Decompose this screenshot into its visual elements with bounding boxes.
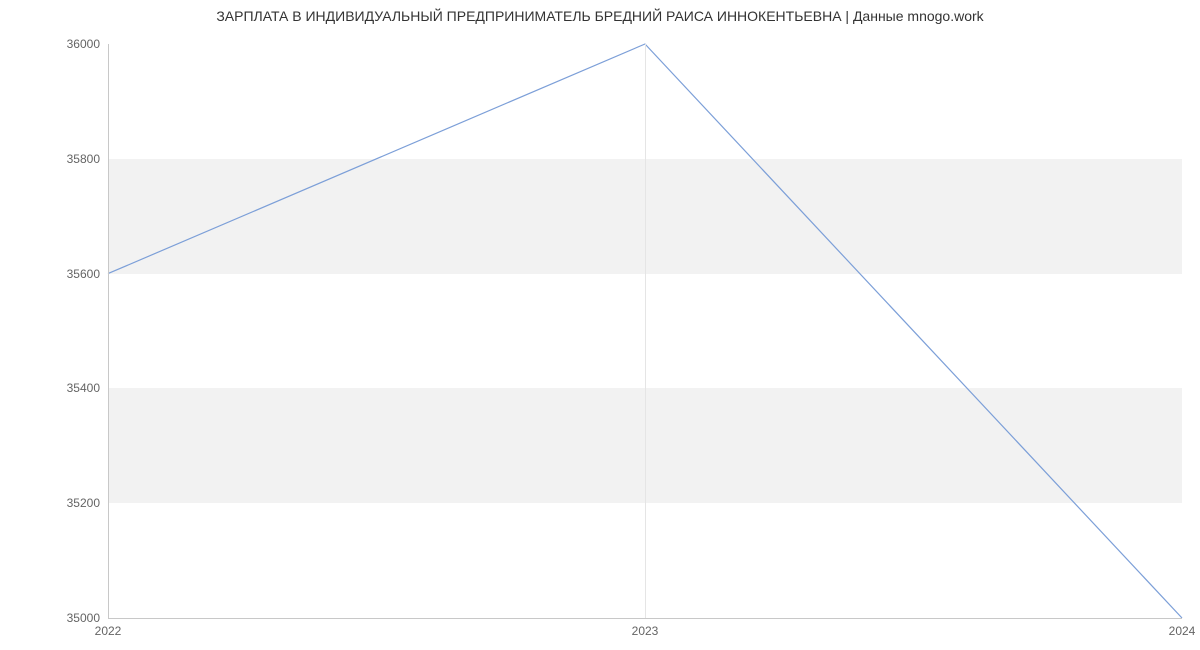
y-axis-line — [108, 44, 109, 618]
chart-title: ЗАРПЛАТА В ИНДИВИДУАЛЬНЫЙ ПРЕДПРИНИМАТЕЛ… — [0, 8, 1200, 24]
x-axis-line — [108, 618, 1182, 619]
y-tick-label: 35200 — [67, 496, 108, 510]
y-tick-label: 35800 — [67, 152, 108, 166]
y-tick-label: 35400 — [67, 381, 108, 395]
salary-line-chart: ЗАРПЛАТА В ИНДИВИДУАЛЬНЫЙ ПРЕДПРИНИМАТЕЛ… — [0, 0, 1200, 650]
plot-area: 3500035200354003560035800360002022202320… — [108, 44, 1182, 618]
y-tick-label: 35600 — [67, 267, 108, 281]
x-tick-label: 2022 — [95, 618, 122, 638]
x-tick-label: 2024 — [1169, 618, 1196, 638]
y-tick-label: 36000 — [67, 37, 108, 51]
x-gridline — [645, 44, 646, 618]
x-tick-label: 2023 — [632, 618, 659, 638]
